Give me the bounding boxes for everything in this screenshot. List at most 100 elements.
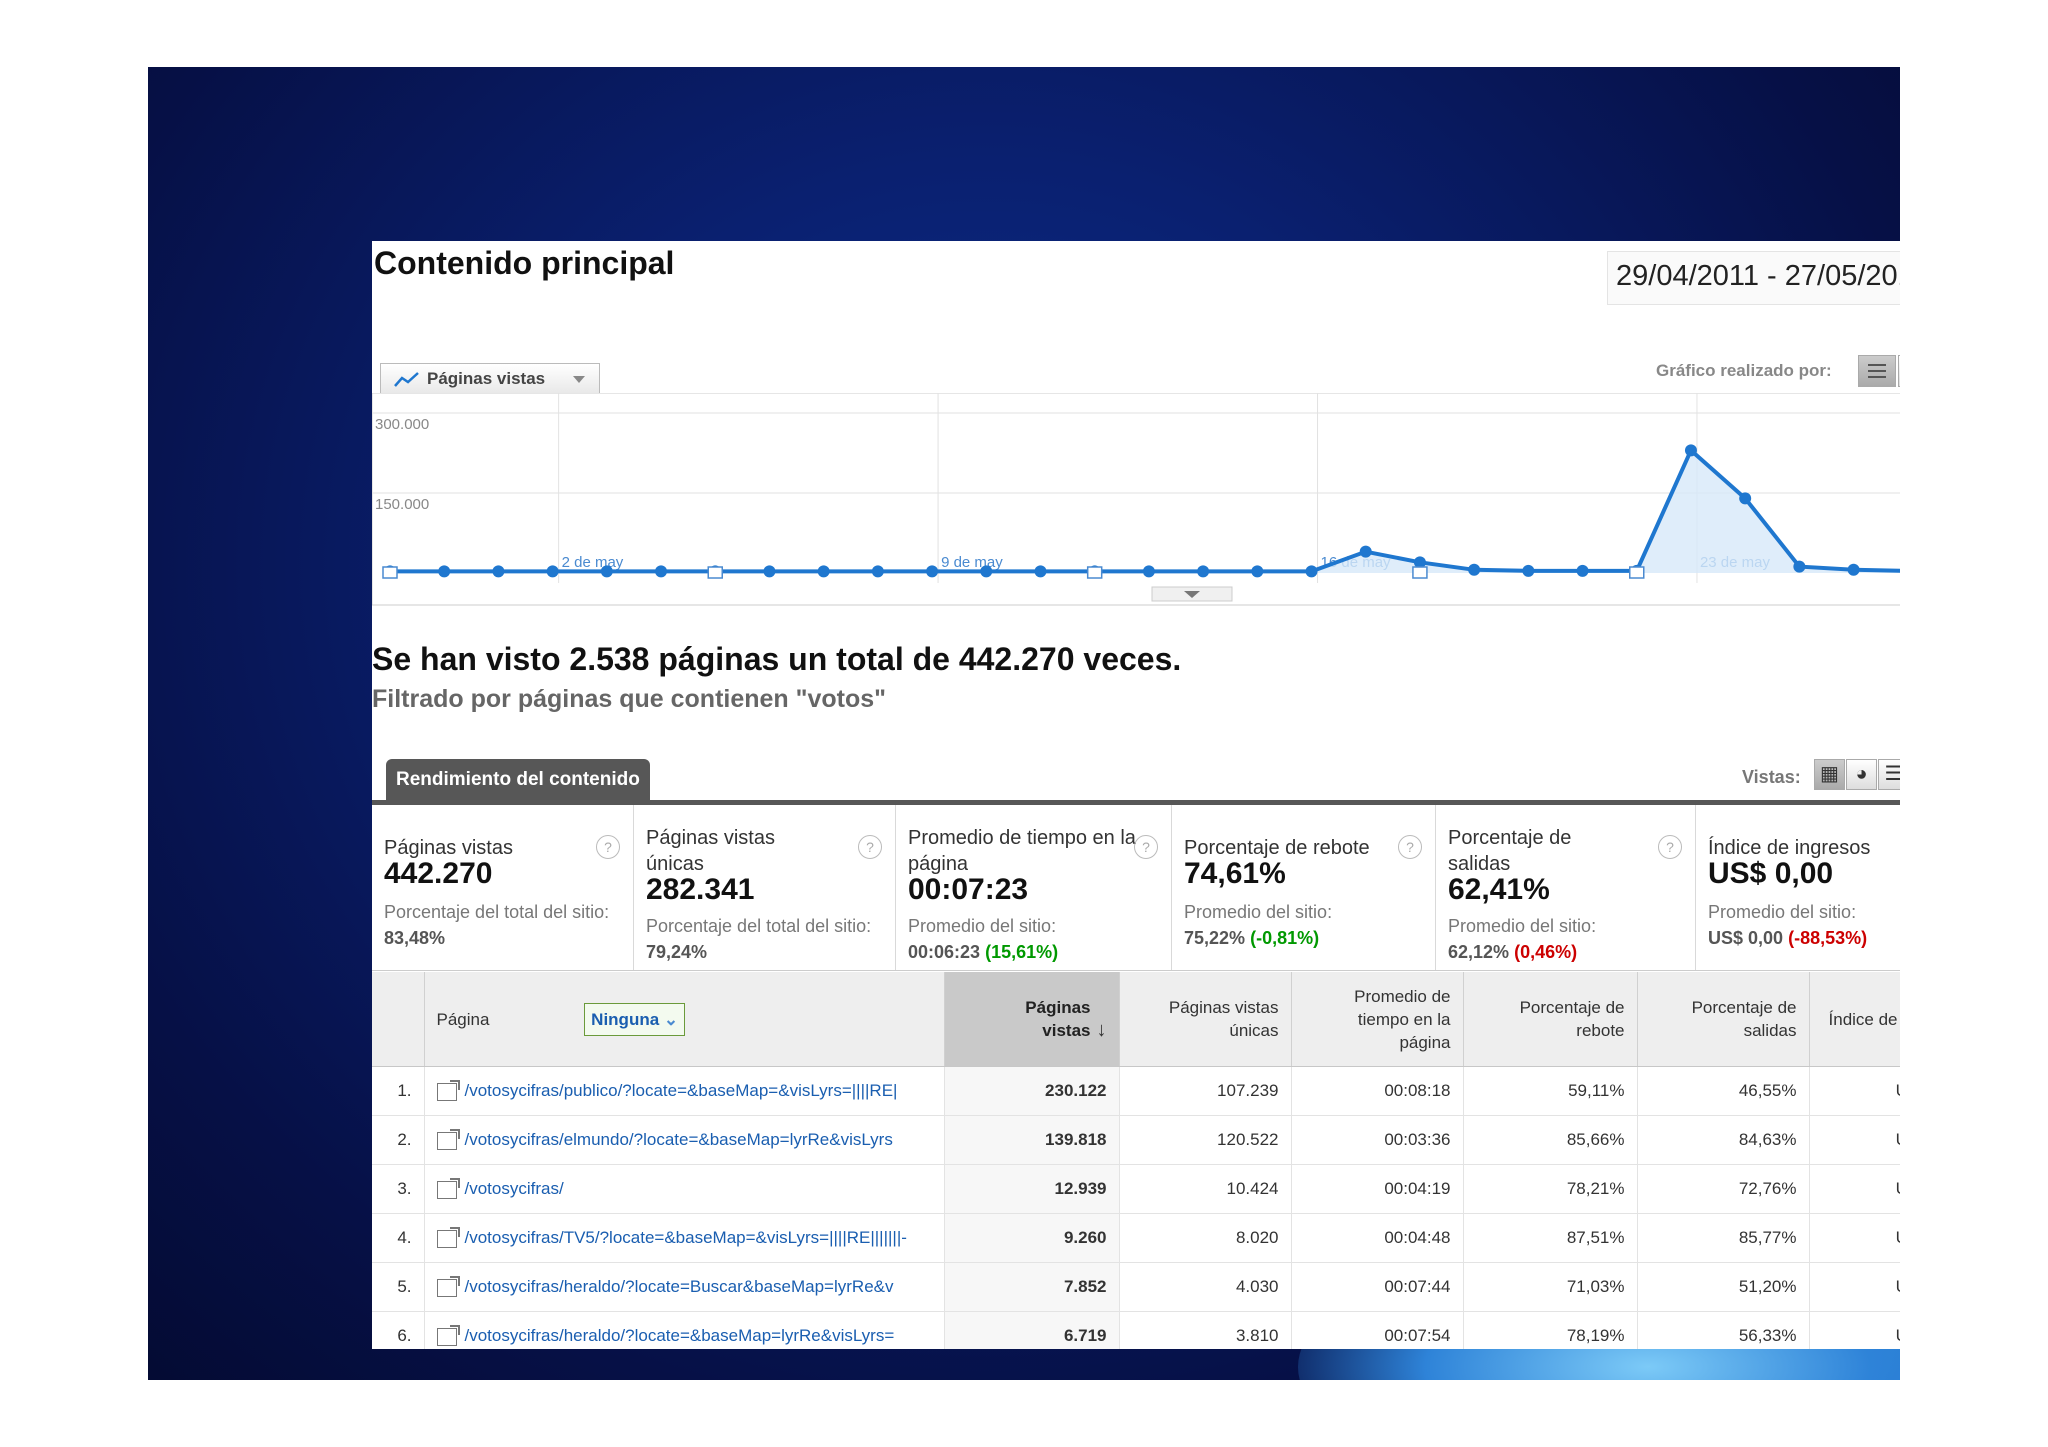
performance-view-icon[interactable]: ☰	[1878, 759, 1900, 790]
external-link-icon[interactable]	[436, 1275, 460, 1297]
metric-comparison: Promedio del sitio: 75,22% (-0,81%)	[1184, 899, 1424, 951]
cell-avg-time: 00:07:54	[1291, 1311, 1464, 1349]
data-point	[1684, 444, 1697, 457]
metric-label: Porcentaje de rebote	[1184, 837, 1370, 859]
pageviews-header-label: Páginas vistas	[1025, 998, 1091, 1040]
data-point	[763, 565, 776, 578]
page-path[interactable]: /votosycifras/heraldo/?locate=&baseMap=l…	[464, 1326, 895, 1345]
page-path[interactable]: /votosycifras/elmundo/?locate=&baseMap=l…	[464, 1130, 893, 1149]
data-point	[492, 565, 505, 578]
annotation-icon	[1412, 566, 1428, 579]
help-icon[interactable]: ?	[1658, 835, 1682, 859]
avg-time-header[interactable]: Promedio de tiempo en la página	[1291, 972, 1464, 1067]
cell-unique-pageviews: 4.030	[1119, 1262, 1292, 1312]
help-icon[interactable]: ?	[596, 835, 620, 859]
metric-comparison: Promedio del sitio: 62,12% (0,46%)	[1448, 913, 1688, 965]
help-icon[interactable]: ?	[858, 835, 882, 859]
cell-revenue-index: US$ 0,00	[1809, 1311, 1900, 1349]
week-view-icon[interactable]	[1898, 355, 1900, 387]
comparison-value: 83,48%	[384, 928, 446, 948]
data-point	[1359, 545, 1372, 558]
external-link-icon[interactable]	[436, 1324, 460, 1346]
page-link[interactable]: /votosycifras/heraldo/?locate=Buscar&bas…	[424, 1262, 945, 1312]
line-chart-icon	[394, 372, 419, 387]
cell-exit-rate: 51,20%	[1637, 1262, 1810, 1312]
pageviews-header[interactable]: Páginas vistas ↓	[944, 972, 1120, 1067]
rank-header	[372, 972, 425, 1067]
pie-view-icon[interactable]: ◕	[1846, 759, 1877, 790]
metric-comparison: Porcentaje del total del sitio: 79,24%	[646, 913, 882, 965]
date-range-picker[interactable]: 29/04/2011 - 27/05/2011	[1607, 251, 1900, 305]
comparison-delta: (-0,81%)	[1250, 928, 1320, 948]
cell-exit-rate: 85,77%	[1637, 1213, 1810, 1263]
tab-underline	[372, 800, 1900, 805]
revenue-index-header[interactable]: Índice de ingresos	[1809, 972, 1900, 1067]
cell-exit-rate: 72,76%	[1637, 1164, 1810, 1214]
data-point	[1522, 564, 1535, 577]
cell-pageviews: 9.260	[944, 1213, 1120, 1263]
comparison-prefix: Promedio del sitio:	[1184, 902, 1333, 922]
cell-revenue-index: US$ 0,00	[1809, 1115, 1900, 1165]
unique-pageviews-header[interactable]: Páginas vistas únicas	[1119, 972, 1292, 1067]
cell-pageviews: 7.852	[944, 1262, 1120, 1312]
page-path[interactable]: /votosycifras/heraldo/?locate=Buscar&bas…	[464, 1277, 894, 1296]
comparison-value: 79,24%	[646, 942, 708, 962]
data-point	[926, 565, 939, 578]
summary-headline: Se han visto 2.538 páginas un total de 4…	[372, 641, 1182, 677]
cell-exit-rate: 46,55%	[1637, 1066, 1810, 1116]
page-path[interactable]: /votosycifras/TV5/?locate=&baseMap=&visL…	[464, 1228, 907, 1247]
help-icon[interactable]: ?	[1134, 835, 1158, 859]
page-link[interactable]: /votosycifras/publico/?locate=&baseMap=&…	[424, 1066, 945, 1116]
day-view-icon[interactable]	[1858, 355, 1896, 387]
tab-content-performance[interactable]: Rendimiento del contenido	[386, 759, 650, 801]
metric-value: US$ 0,00	[1708, 857, 1834, 890]
cell-avg-time: 00:04:19	[1291, 1164, 1464, 1214]
data-point	[817, 565, 830, 578]
y-tick-label-left: 150.000	[375, 496, 429, 513]
cell-unique-pageviews: 10.424	[1119, 1164, 1292, 1214]
annotation-icon	[1629, 566, 1645, 579]
page-link[interactable]: /votosycifras/	[424, 1164, 945, 1214]
page-header[interactable]: Página Ninguna ⌄	[424, 972, 945, 1067]
metric-revenue-index: Índice de ingresos ? US$ 0,00 Promedio d…	[1696, 805, 1900, 970]
page-link[interactable]: /votosycifras/heraldo/?locate=&baseMap=l…	[424, 1311, 945, 1349]
page-link[interactable]: /votosycifras/TV5/?locate=&baseMap=&visL…	[424, 1213, 945, 1263]
external-link-icon[interactable]	[436, 1226, 460, 1248]
cell-unique-pageviews: 8.020	[1119, 1213, 1292, 1263]
exit-rate-header[interactable]: Porcentaje de salidas	[1637, 972, 1810, 1067]
metric-selector-button[interactable]: Páginas vistas	[380, 363, 600, 395]
data-point	[1197, 565, 1210, 578]
comparison-value: 62,12%	[1448, 942, 1510, 962]
row-rank: 1.	[372, 1066, 425, 1116]
metric-value: 282.341	[646, 873, 755, 906]
bounce-rate-header[interactable]: Porcentaje de rebote	[1463, 972, 1638, 1067]
views-label: Vistas:	[1742, 767, 1801, 787]
metric-pageviews: Páginas vistas ? 442.270 Porcentaje del …	[372, 805, 634, 970]
external-link-icon[interactable]	[436, 1128, 460, 1150]
row-rank: 6.	[372, 1311, 425, 1349]
metric-selector-label: Páginas vistas	[427, 369, 546, 388]
row-rank: 5.	[372, 1262, 425, 1312]
table-view-icon[interactable]: ▦	[1814, 759, 1845, 790]
secondary-dimension-select[interactable]: Ninguna ⌄	[584, 1002, 686, 1036]
data-point	[1793, 560, 1806, 573]
page-path[interactable]: /votosycifras/	[464, 1179, 564, 1198]
cell-pageviews: 12.939	[944, 1164, 1120, 1214]
table-row: 1. /votosycifras/publico/?locate=&baseMap…	[372, 1066, 1900, 1116]
cell-bounce-rate: 85,66%	[1463, 1115, 1638, 1165]
cell-revenue-index: US$ 0,00	[1809, 1262, 1900, 1312]
page-header-label: Página	[436, 1009, 490, 1029]
table-row: 2. /votosycifras/elmundo/?locate=&baseMap…	[372, 1115, 1900, 1165]
page-path[interactable]: /votosycifras/publico/?locate=&baseMap=&…	[464, 1081, 898, 1100]
page-link[interactable]: /votosycifras/elmundo/?locate=&baseMap=l…	[424, 1115, 945, 1165]
comparison-value: 00:06:23	[908, 942, 981, 962]
external-link-icon[interactable]	[436, 1079, 460, 1101]
metric-label: Índice de ingresos	[1708, 837, 1871, 859]
external-link-icon[interactable]	[436, 1177, 460, 1199]
y-tick-label-left: 300.000	[375, 416, 429, 433]
metric-avg-time: Promedio de tiempo en la página ? 00:07:…	[896, 805, 1172, 970]
help-icon[interactable]: ?	[1398, 835, 1422, 859]
chevron-down-icon	[573, 376, 585, 383]
data-point	[1847, 563, 1860, 576]
data-point	[1739, 492, 1752, 505]
